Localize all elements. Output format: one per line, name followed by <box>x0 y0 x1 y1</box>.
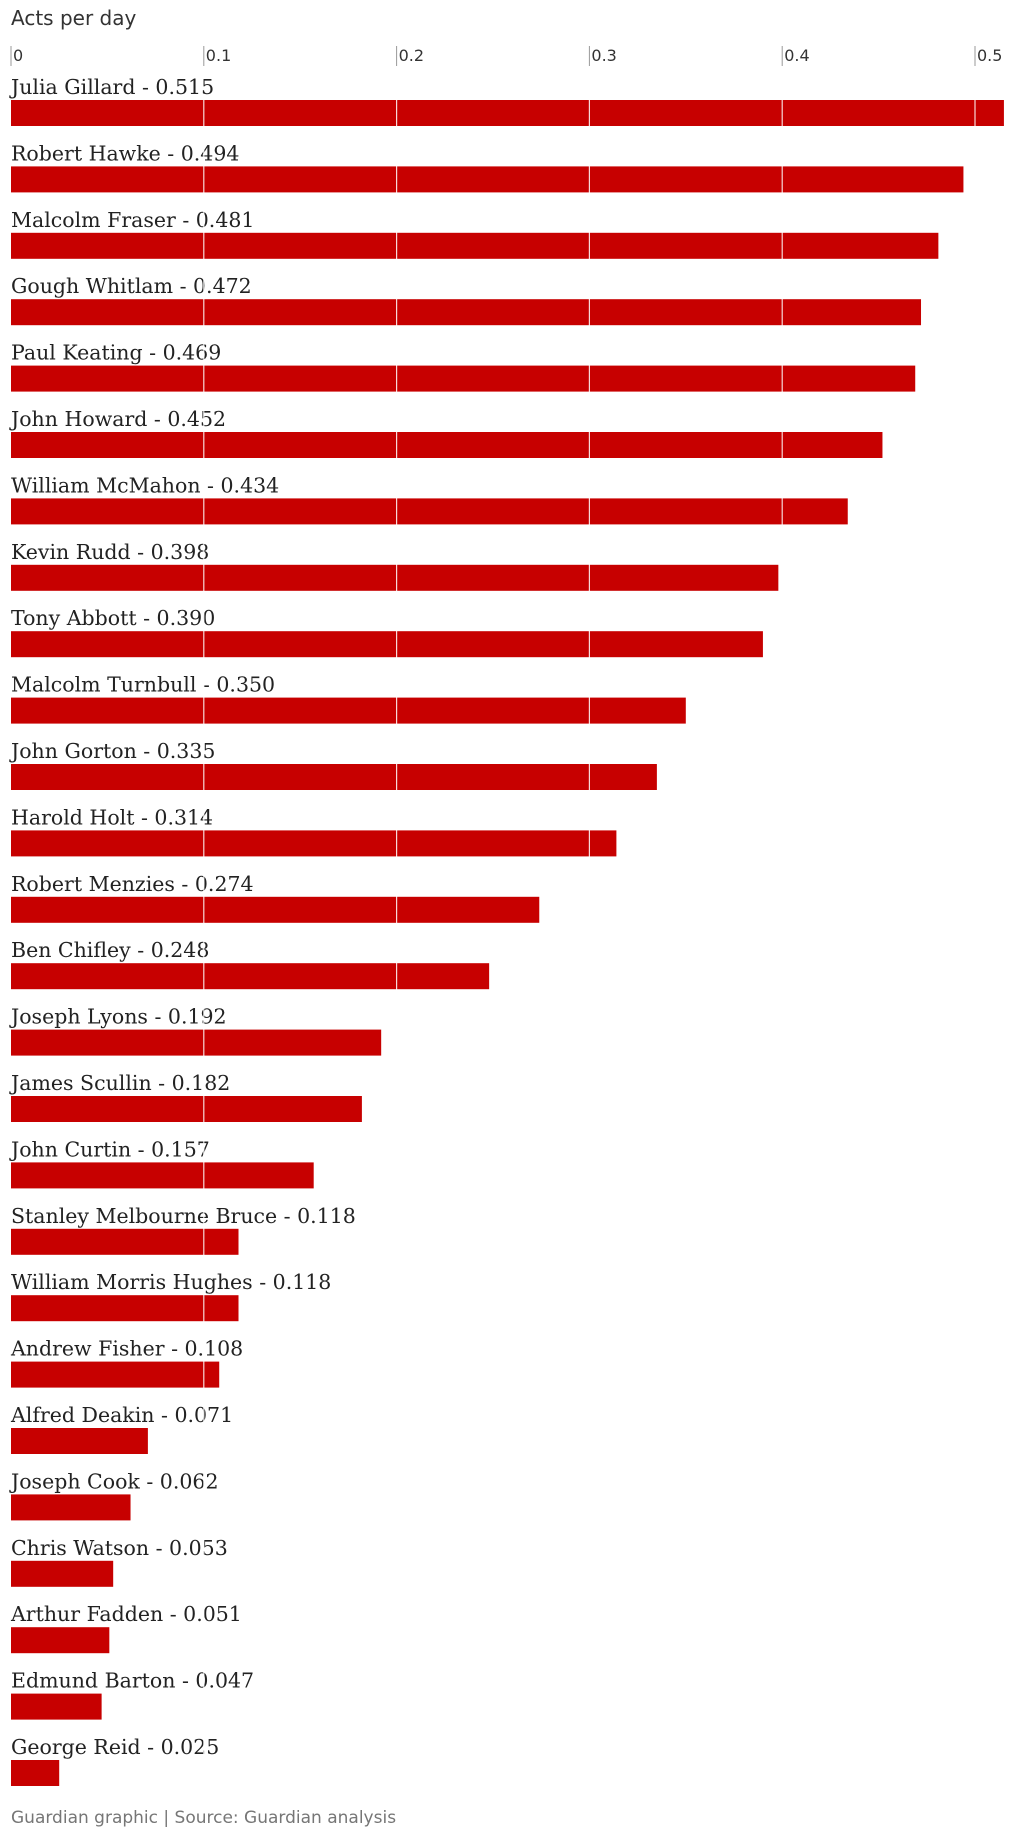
bar <box>11 830 617 857</box>
bar <box>11 564 779 591</box>
x-tick-label: 0.3 <box>591 46 616 65</box>
bar-label: Harold Holt - 0.314 <box>11 805 213 829</box>
bar-label: Malcolm Turnbull - 0.350 <box>11 673 275 697</box>
source-note: Guardian graphic | Source: Guardian anal… <box>11 1808 397 1828</box>
bar <box>11 498 848 525</box>
bar <box>11 1760 60 1786</box>
bar-label: Edmund Barton - 0.047 <box>11 1669 254 1693</box>
bar <box>11 1627 110 1654</box>
bar <box>11 963 490 990</box>
bar <box>11 697 686 724</box>
bar-label: Andrew Fisher - 0.108 <box>10 1337 243 1361</box>
bar-label: James Scullin - 0.182 <box>9 1071 230 1095</box>
bar-label: Tony Abbott - 0.390 <box>11 606 215 630</box>
bar-label: Robert Hawke - 0.494 <box>11 141 239 165</box>
axis-title: Acts per day <box>11 6 137 30</box>
bar <box>11 1693 102 1720</box>
bar-label: Joseph Lyons - 0.192 <box>9 1005 227 1029</box>
bar-label: William McMahon - 0.434 <box>11 473 279 497</box>
bar <box>11 1029 382 1056</box>
bar-label: George Reid - 0.025 <box>11 1735 219 1759</box>
bar-label: Paul Keating - 0.469 <box>11 341 221 365</box>
bar-label: Robert Menzies - 0.274 <box>11 872 254 896</box>
x-tick-label: 0.1 <box>206 46 231 65</box>
bar-label: Alfred Deakin - 0.071 <box>10 1403 233 1427</box>
x-tick-label: 0.4 <box>784 46 809 65</box>
x-tick-label: 0 <box>13 46 23 65</box>
bar <box>11 1162 314 1189</box>
bar <box>11 365 916 392</box>
bar-label: William Morris Hughes - 0.118 <box>11 1270 331 1294</box>
bar-label: Chris Watson - 0.053 <box>11 1536 228 1560</box>
bars-group: Julia Gillard - 0.515 Robert Hawke - 0.49… <box>9 75 1004 1786</box>
bar-label: John Gorton - 0.335 <box>9 739 215 763</box>
x-tick-label: 0.5 <box>977 46 1002 65</box>
bar <box>11 432 883 458</box>
bar <box>11 1228 239 1255</box>
bar-label: Gough Whitlam - 0.472 <box>11 274 252 298</box>
bar-label: John Howard - 0.452 <box>9 407 226 431</box>
bar <box>11 1494 131 1521</box>
bar-label: Julia Gillard - 0.515 <box>9 75 214 99</box>
x-tick-label: 0.2 <box>399 46 424 65</box>
bar-label: Stanley Melbourne Bruce - 0.118 <box>11 1204 356 1228</box>
bar-label: Malcolm Fraser - 0.481 <box>11 208 254 232</box>
bar <box>11 1560 114 1587</box>
bar <box>11 896 540 923</box>
bar-label: Ben Chifley - 0.248 <box>11 938 209 962</box>
bar <box>11 100 1004 126</box>
bar <box>11 1096 362 1122</box>
bar-label: Kevin Rudd - 0.398 <box>11 540 209 564</box>
bar <box>11 1428 148 1454</box>
bar <box>11 1361 220 1388</box>
bar-label: Joseph Cook - 0.062 <box>9 1469 219 1493</box>
bar <box>11 166 964 193</box>
bar-label: Arthur Fadden - 0.051 <box>10 1602 242 1626</box>
bar-label: John Curtin - 0.157 <box>9 1137 210 1161</box>
bar <box>11 631 763 658</box>
bar <box>11 764 657 790</box>
bar <box>11 232 939 259</box>
bar <box>11 1295 239 1322</box>
bar <box>11 299 922 326</box>
